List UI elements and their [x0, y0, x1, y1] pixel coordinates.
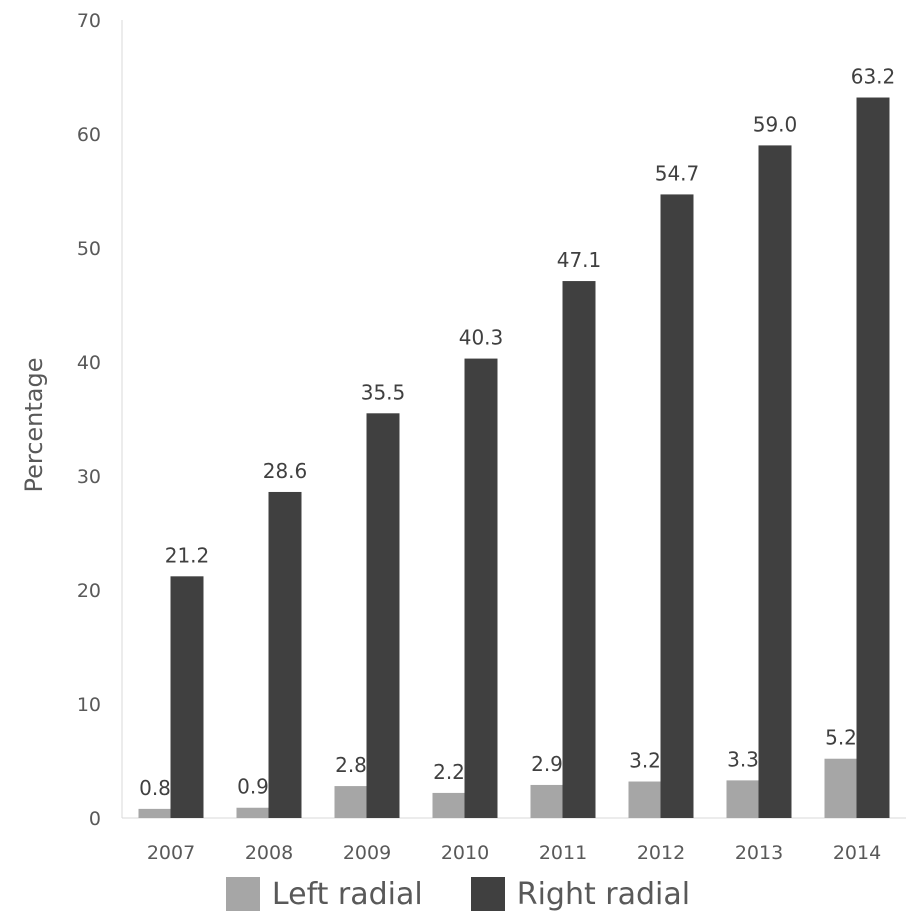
bar-left-radial-2014 — [824, 758, 858, 818]
y-tick-label: 60 — [77, 124, 101, 146]
y-tick-label: 40 — [77, 352, 101, 374]
data-label: 59.0 — [753, 112, 798, 136]
data-label: 54.7 — [655, 161, 700, 185]
y-tick-label: 0 — [89, 808, 101, 830]
legend-swatch-right-radial — [470, 877, 505, 911]
data-label: 5.2 — [825, 726, 857, 750]
data-label: 40.3 — [459, 326, 504, 350]
data-label: 47.1 — [557, 248, 602, 272]
bar-right-radial-2009 — [366, 413, 400, 818]
data-label: 35.5 — [361, 380, 406, 404]
bar-right-radial-2012 — [660, 194, 694, 819]
legend-item-left-radial: Left radial — [225, 876, 423, 912]
bar-left-radial-2010 — [432, 792, 466, 818]
data-label: 2.2 — [433, 760, 465, 784]
y-tick-label: 10 — [77, 694, 101, 716]
x-tick-label: 2007 — [147, 842, 195, 864]
bar-right-radial-2010 — [464, 358, 498, 818]
x-tick-label: 2011 — [539, 842, 587, 864]
bar-left-radial-2011 — [530, 784, 564, 818]
legend: Left radial Right radial — [0, 870, 916, 918]
x-tick-label: 2013 — [735, 842, 783, 864]
y-tick-label: 50 — [77, 238, 101, 260]
data-label: 28.6 — [263, 459, 308, 483]
x-tick-label: 2010 — [441, 842, 489, 864]
y-axis-label: Percentage — [20, 357, 48, 492]
bar-right-radial-2014 — [856, 97, 890, 818]
data-label: 2.8 — [335, 753, 367, 777]
data-label: 0.8 — [139, 776, 171, 800]
y-tick-label: 20 — [77, 580, 101, 602]
bar-right-radial-2013 — [758, 145, 792, 818]
data-label: 21.2 — [165, 543, 210, 567]
legend-item-right-radial: Right radial — [470, 876, 691, 912]
x-tick-label: 2009 — [343, 842, 391, 864]
data-label: 3.2 — [629, 749, 661, 773]
y-tick-label: 70 — [77, 10, 101, 32]
bar-left-radial-2008 — [236, 807, 270, 818]
y-tick-label: 30 — [77, 466, 101, 488]
x-tick-label: 2014 — [833, 842, 881, 864]
bar-right-radial-2007 — [170, 576, 204, 818]
bar-left-radial-2007 — [138, 808, 172, 818]
data-label: 2.9 — [531, 752, 563, 776]
bar-left-radial-2013 — [726, 780, 760, 818]
legend-label-right-radial: Right radial — [516, 876, 691, 912]
bar-left-radial-2009 — [334, 786, 368, 818]
data-label: 3.3 — [727, 747, 759, 771]
bar-right-radial-2008 — [268, 491, 302, 818]
data-label: 63.2 — [851, 65, 896, 89]
legend-label-left-radial: Left radial — [271, 876, 423, 912]
legend-swatch-left-radial — [225, 877, 260, 911]
data-label: 0.9 — [237, 775, 269, 799]
bar-right-radial-2011 — [562, 281, 596, 818]
x-tick-label: 2012 — [637, 842, 685, 864]
bar-chart: Percentage 0 10 20 30 40 50 60 70 0.8 21.2 0.9 28.… — [20, 10, 906, 864]
bar-left-radial-2012 — [628, 781, 662, 818]
x-tick-label: 2008 — [245, 842, 293, 864]
